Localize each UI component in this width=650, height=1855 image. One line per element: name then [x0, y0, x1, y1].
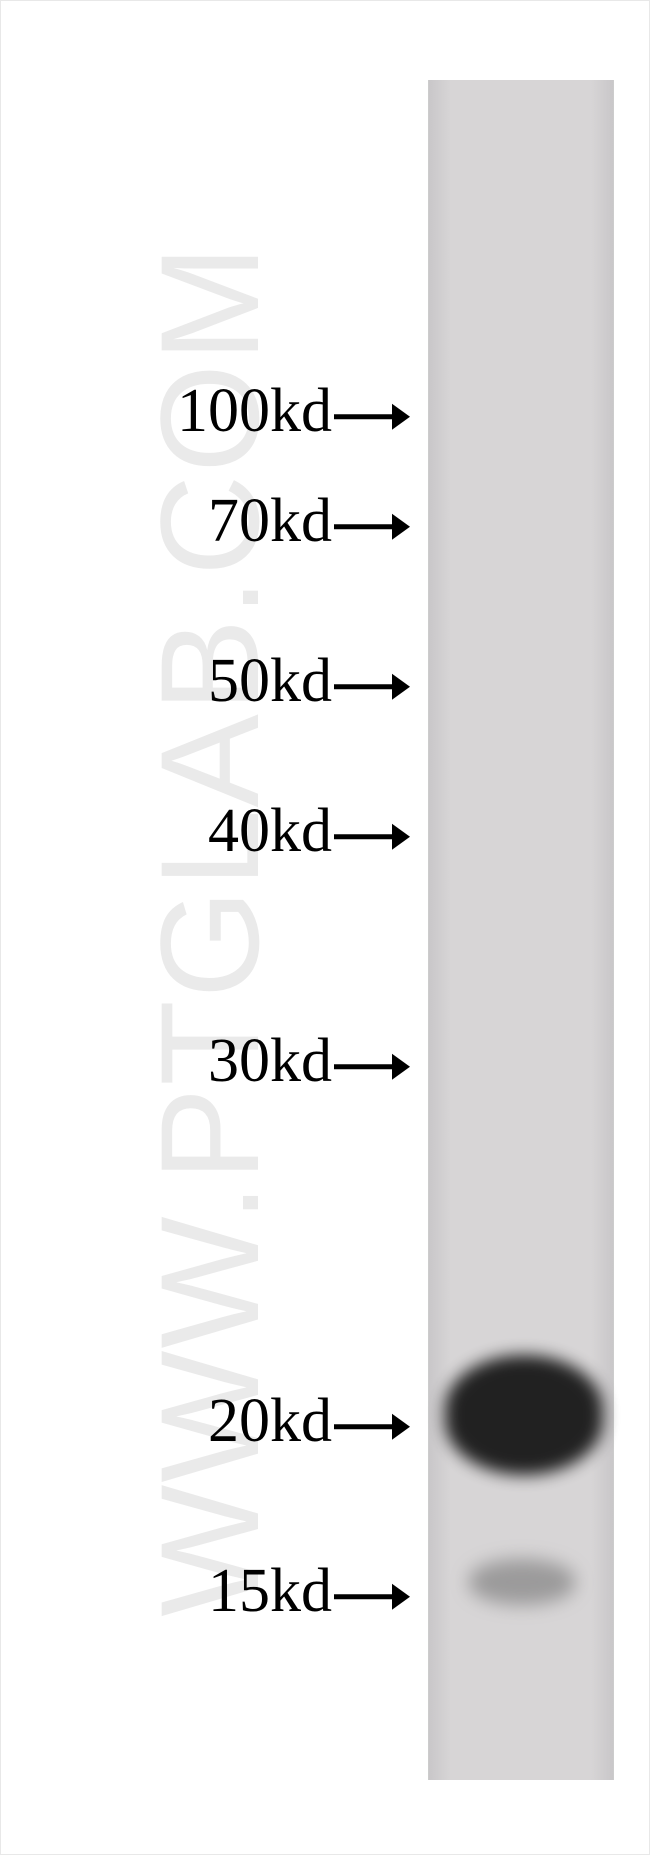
- marker-text: 40kd: [208, 797, 332, 865]
- arrow-right-icon: [332, 1575, 410, 1618]
- marker-text: 100kd: [177, 377, 332, 445]
- western-blot-lane: [428, 80, 614, 1780]
- arrow-right-icon: [332, 665, 410, 708]
- arrow-right-icon: [332, 815, 410, 858]
- marker-text: 30kd: [208, 1027, 332, 1095]
- marker-text: 70kd: [208, 487, 332, 555]
- arrow-right-icon: [332, 1045, 410, 1088]
- marker-text: 50kd: [208, 647, 332, 715]
- marker-label-100kd: 100kd: [177, 376, 410, 447]
- arrow-right-icon: [332, 505, 410, 548]
- marker-label-20kd: 20kd: [208, 1386, 410, 1457]
- marker-label-40kd: 40kd: [208, 796, 410, 867]
- arrow-right-icon: [332, 395, 410, 438]
- arrow-right-icon: [332, 1405, 410, 1448]
- faint-band-15kd: [469, 1559, 575, 1605]
- marker-label-50kd: 50kd: [208, 646, 410, 717]
- marker-label-15kd: 15kd: [208, 1556, 410, 1627]
- marker-label-30kd: 30kd: [208, 1026, 410, 1097]
- marker-label-70kd: 70kd: [208, 486, 410, 557]
- primary-band-20kd: [445, 1355, 603, 1475]
- marker-text: 15kd: [208, 1557, 332, 1625]
- marker-text: 20kd: [208, 1387, 332, 1455]
